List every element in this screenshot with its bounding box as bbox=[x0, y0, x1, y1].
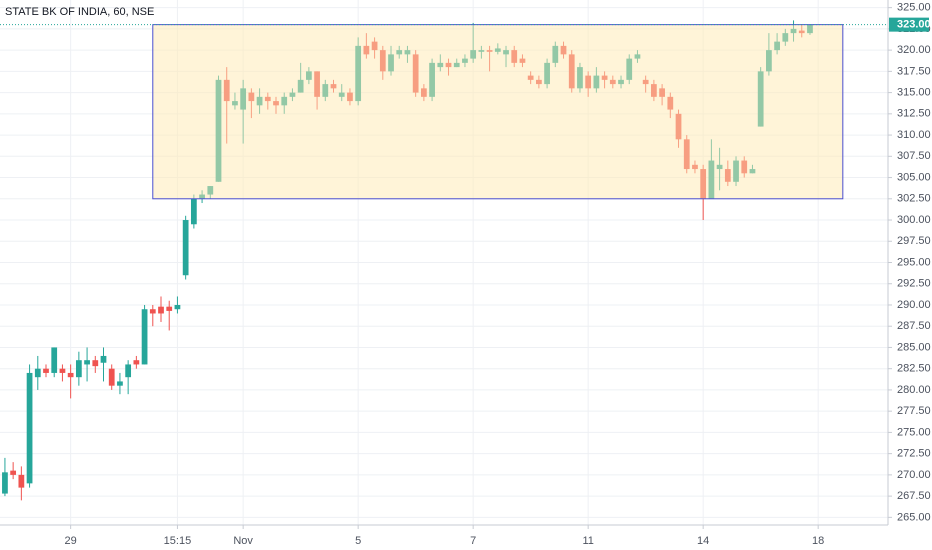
candle-body bbox=[158, 306, 164, 314]
candle-body bbox=[174, 304, 181, 310]
candle-body bbox=[182, 220, 189, 276]
candle-body bbox=[18, 474, 25, 488]
y-tick-label: 270.00 bbox=[897, 469, 931, 481]
y-tick-label: 325.00 bbox=[897, 2, 931, 14]
x-tick-label: 7 bbox=[470, 535, 476, 547]
y-tick-label: 295.00 bbox=[897, 256, 931, 268]
candle-body bbox=[149, 309, 156, 314]
y-tick-label: 302.50 bbox=[897, 193, 931, 205]
y-tick-label: 300.00 bbox=[897, 214, 931, 226]
x-tick-label: 15:15 bbox=[164, 535, 192, 547]
candle-body bbox=[133, 360, 140, 365]
x-tick-label: Nov bbox=[233, 535, 253, 547]
x-tick-label: 18 bbox=[812, 535, 824, 547]
candle-body bbox=[43, 368, 49, 373]
x-tick-label: 14 bbox=[697, 535, 709, 547]
candle-body bbox=[34, 368, 41, 378]
y-tick-label: 277.50 bbox=[897, 405, 931, 417]
y-tick-label: 275.00 bbox=[897, 426, 931, 438]
y-tick-label: 285.00 bbox=[897, 341, 931, 353]
y-tick-label: 272.50 bbox=[897, 448, 931, 460]
y-tick-label: 265.00 bbox=[897, 511, 931, 523]
candle-body bbox=[26, 372, 33, 484]
candle-body bbox=[10, 470, 17, 475]
y-tick-label: 315.00 bbox=[897, 87, 931, 99]
candle-body bbox=[59, 368, 66, 373]
axes: 265.00 267.50 270.00 272.50 275.00 277.50 280.… bbox=[65, 2, 931, 547]
y-tick-label: 292.50 bbox=[897, 278, 931, 290]
candle-body bbox=[190, 198, 197, 225]
y-tick-label: 307.50 bbox=[897, 150, 931, 162]
overlay bbox=[0, 24, 888, 200]
candle-body bbox=[92, 360, 99, 367]
highlight-box bbox=[152, 24, 844, 200]
y-tick-label: 297.50 bbox=[897, 235, 931, 247]
candle-body bbox=[75, 360, 82, 378]
candle-body bbox=[125, 364, 132, 378]
candle-body bbox=[84, 360, 90, 365]
y-tick-label: 282.50 bbox=[897, 363, 931, 375]
y-tick-label: 312.50 bbox=[897, 108, 931, 120]
y-tick-label: 310.00 bbox=[897, 129, 931, 141]
candle-body bbox=[117, 381, 123, 386]
y-tick-label: 320.00 bbox=[897, 44, 931, 56]
y-tick-label: 287.50 bbox=[897, 320, 931, 332]
y-tick-label: 317.50 bbox=[897, 65, 931, 77]
y-tick-label: 290.00 bbox=[897, 299, 931, 311]
x-tick-label: 5 bbox=[355, 535, 361, 547]
y-tick-label: 305.00 bbox=[897, 171, 931, 183]
last-price-badge bbox=[889, 17, 929, 32]
last-price-label: 323.00 bbox=[897, 19, 931, 31]
x-tick-label: 11 bbox=[582, 535, 593, 547]
candle-body bbox=[67, 372, 74, 378]
candle-body bbox=[108, 368, 115, 386]
candle-body bbox=[2, 472, 8, 494]
y-tick-label: 280.00 bbox=[897, 384, 931, 396]
candle-body bbox=[100, 355, 107, 363]
candle-body bbox=[51, 347, 58, 373]
candle-body bbox=[141, 309, 148, 365]
y-tick-label: 267.50 bbox=[897, 490, 931, 502]
chart-title: STATE BK OF INDIA, 60, NSE bbox=[5, 6, 154, 18]
x-tick-label: 29 bbox=[65, 535, 77, 547]
candle-body bbox=[166, 306, 173, 311]
